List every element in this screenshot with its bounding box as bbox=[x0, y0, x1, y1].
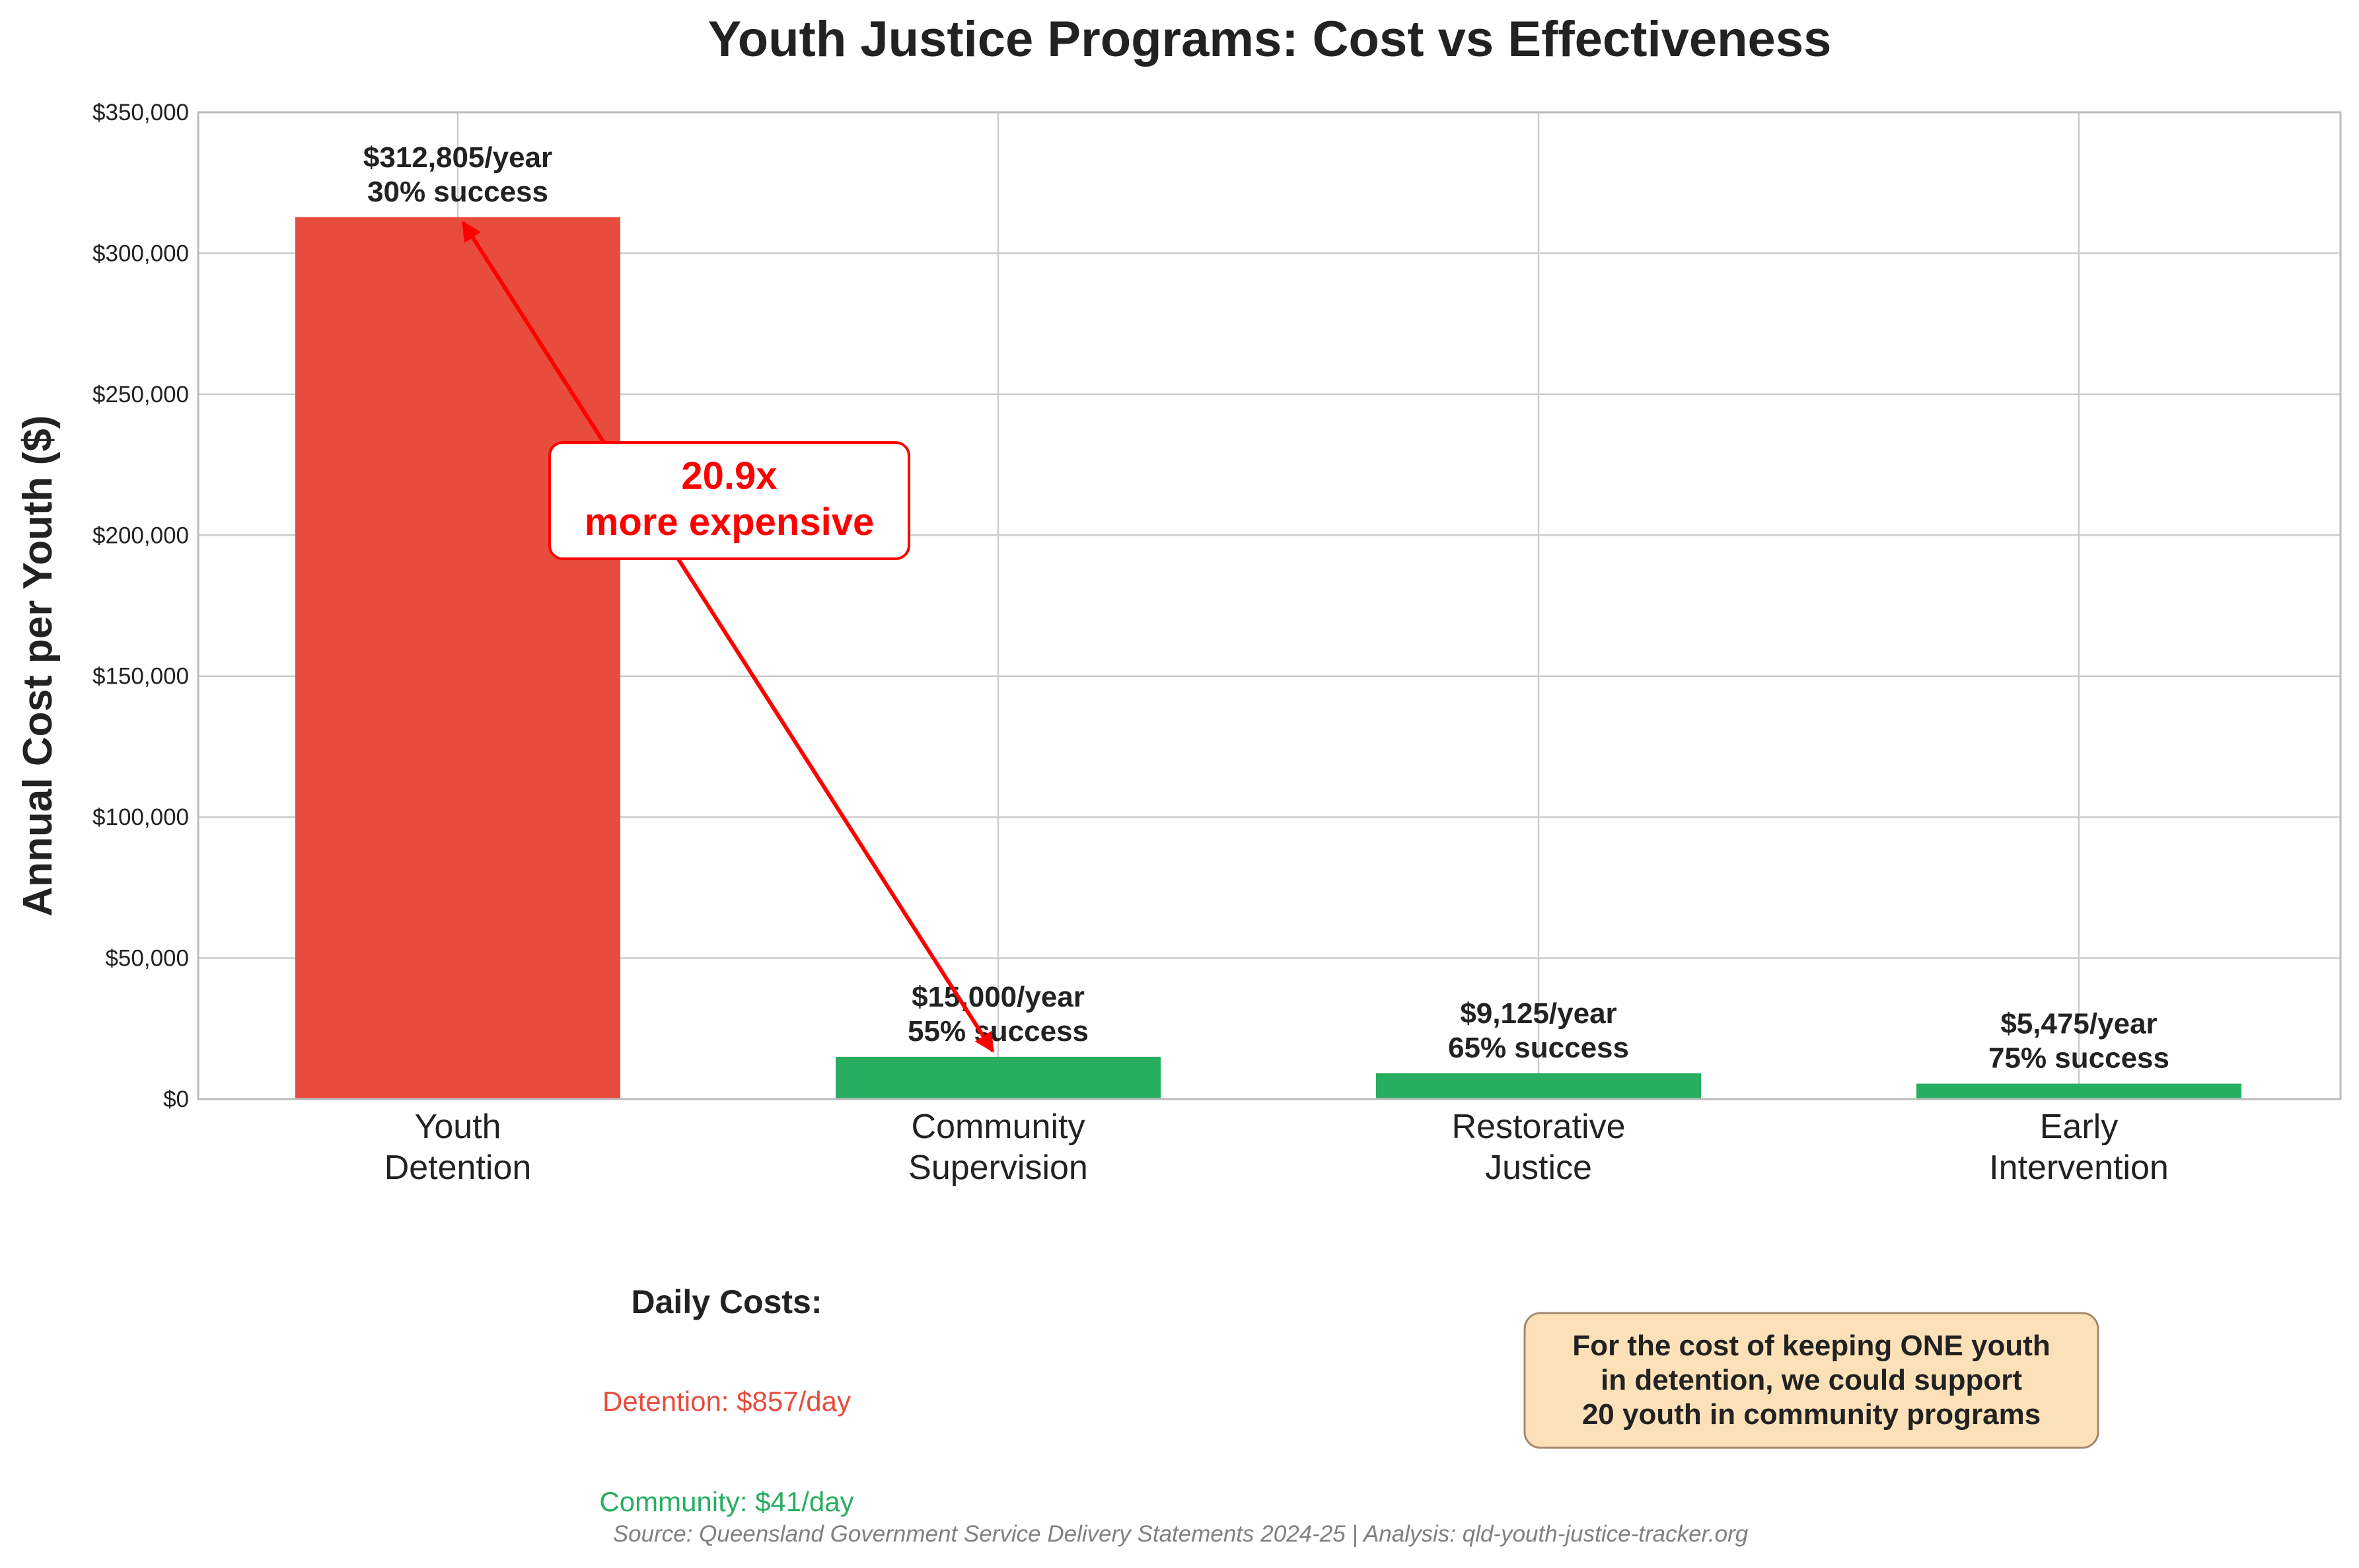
bar-label-3-line-0: $5,475/year bbox=[2000, 1008, 2157, 1040]
bar-label-2-line-0: $9,125/year bbox=[1460, 997, 1616, 1030]
bar-label-0-line-0: $312,805/year bbox=[363, 141, 552, 174]
comparison-note: For the cost of keeping ONE youth in det… bbox=[1523, 1312, 2099, 1449]
bar-label-1-line-0: $15,000/year bbox=[912, 981, 1085, 1013]
bar-2 bbox=[1376, 1073, 1701, 1099]
daily-costs: Daily Costs: Detention: $857/day Communi… bbox=[599, 1283, 853, 1517]
category-label-2-line-0: Restorative bbox=[1452, 1108, 1626, 1146]
plot-frame bbox=[197, 111, 2342, 1100]
bar-label-3-line-1: 75% success bbox=[1988, 1042, 2169, 1075]
y-tick-label-7: $350,000 bbox=[92, 100, 189, 125]
daily-costs-heading: Daily Costs: bbox=[632, 1283, 822, 1320]
bar-label-1-line-1: 55% success bbox=[908, 1015, 1089, 1048]
category-label-1-line-1: Supervision bbox=[908, 1149, 1088, 1187]
y-axis-ticks: $0 $50,000 $100,000 $150,000 $200,000 $250,00… bbox=[92, 100, 189, 1112]
category-label-1-line-0: Community bbox=[912, 1108, 1085, 1146]
category-label-3-line-0: Early bbox=[2040, 1108, 2118, 1146]
cost-ratio-arrow bbox=[461, 221, 995, 1053]
cost-ratio-text-line-0: 20.9x bbox=[681, 454, 777, 497]
bars bbox=[295, 217, 2241, 1099]
chart-title: Youth Justice Programs: Cost vs Effectiv… bbox=[708, 11, 1832, 67]
y-tick-label-3: $150,000 bbox=[92, 664, 189, 690]
cost-ratio-text-line-1: more expensive bbox=[585, 501, 874, 544]
cost-ratio-box bbox=[548, 441, 910, 560]
y-tick-label-6: $300,000 bbox=[92, 240, 189, 266]
comparison-note-box bbox=[1523, 1312, 2099, 1449]
y-tick-label-4: $200,000 bbox=[92, 522, 189, 548]
daily-cost-community: Community: $41/day bbox=[599, 1486, 853, 1517]
category-label-2-line-1: Justice bbox=[1485, 1149, 1592, 1187]
y-axis-label: Annual Cost per Youth ($) bbox=[15, 415, 61, 917]
bar-0 bbox=[295, 217, 620, 1099]
source-credit: Source: Queensland Government Service De… bbox=[613, 1521, 1749, 1547]
y-tick-label-0: $0 bbox=[163, 1087, 189, 1112]
comparison-note-line-3: 20 youth in community programs bbox=[1582, 1398, 2041, 1431]
category-label-0-line-1: Detention bbox=[384, 1149, 532, 1187]
y-tick-label-1: $50,000 bbox=[105, 946, 189, 972]
daily-cost-detention: Detention: $857/day bbox=[602, 1386, 851, 1417]
category-label-3-line-1: Intervention bbox=[1989, 1149, 2169, 1187]
bar-1 bbox=[836, 1056, 1161, 1099]
bar-label-0-line-1: 30% success bbox=[367, 176, 548, 208]
bar-label-2-line-1: 65% success bbox=[1448, 1032, 1629, 1064]
comparison-note-line-2: in detention, we could support bbox=[1601, 1364, 2022, 1396]
comparison-note-line-1: For the cost of keeping ONE youth bbox=[1572, 1330, 2051, 1362]
y-tick-label-5: $250,000 bbox=[92, 382, 189, 408]
bar-3 bbox=[1916, 1083, 2241, 1099]
category-label-0-line-0: Youth bbox=[414, 1108, 501, 1146]
plot-border bbox=[197, 111, 2342, 1100]
y-tick-label-2: $100,000 bbox=[92, 804, 189, 830]
